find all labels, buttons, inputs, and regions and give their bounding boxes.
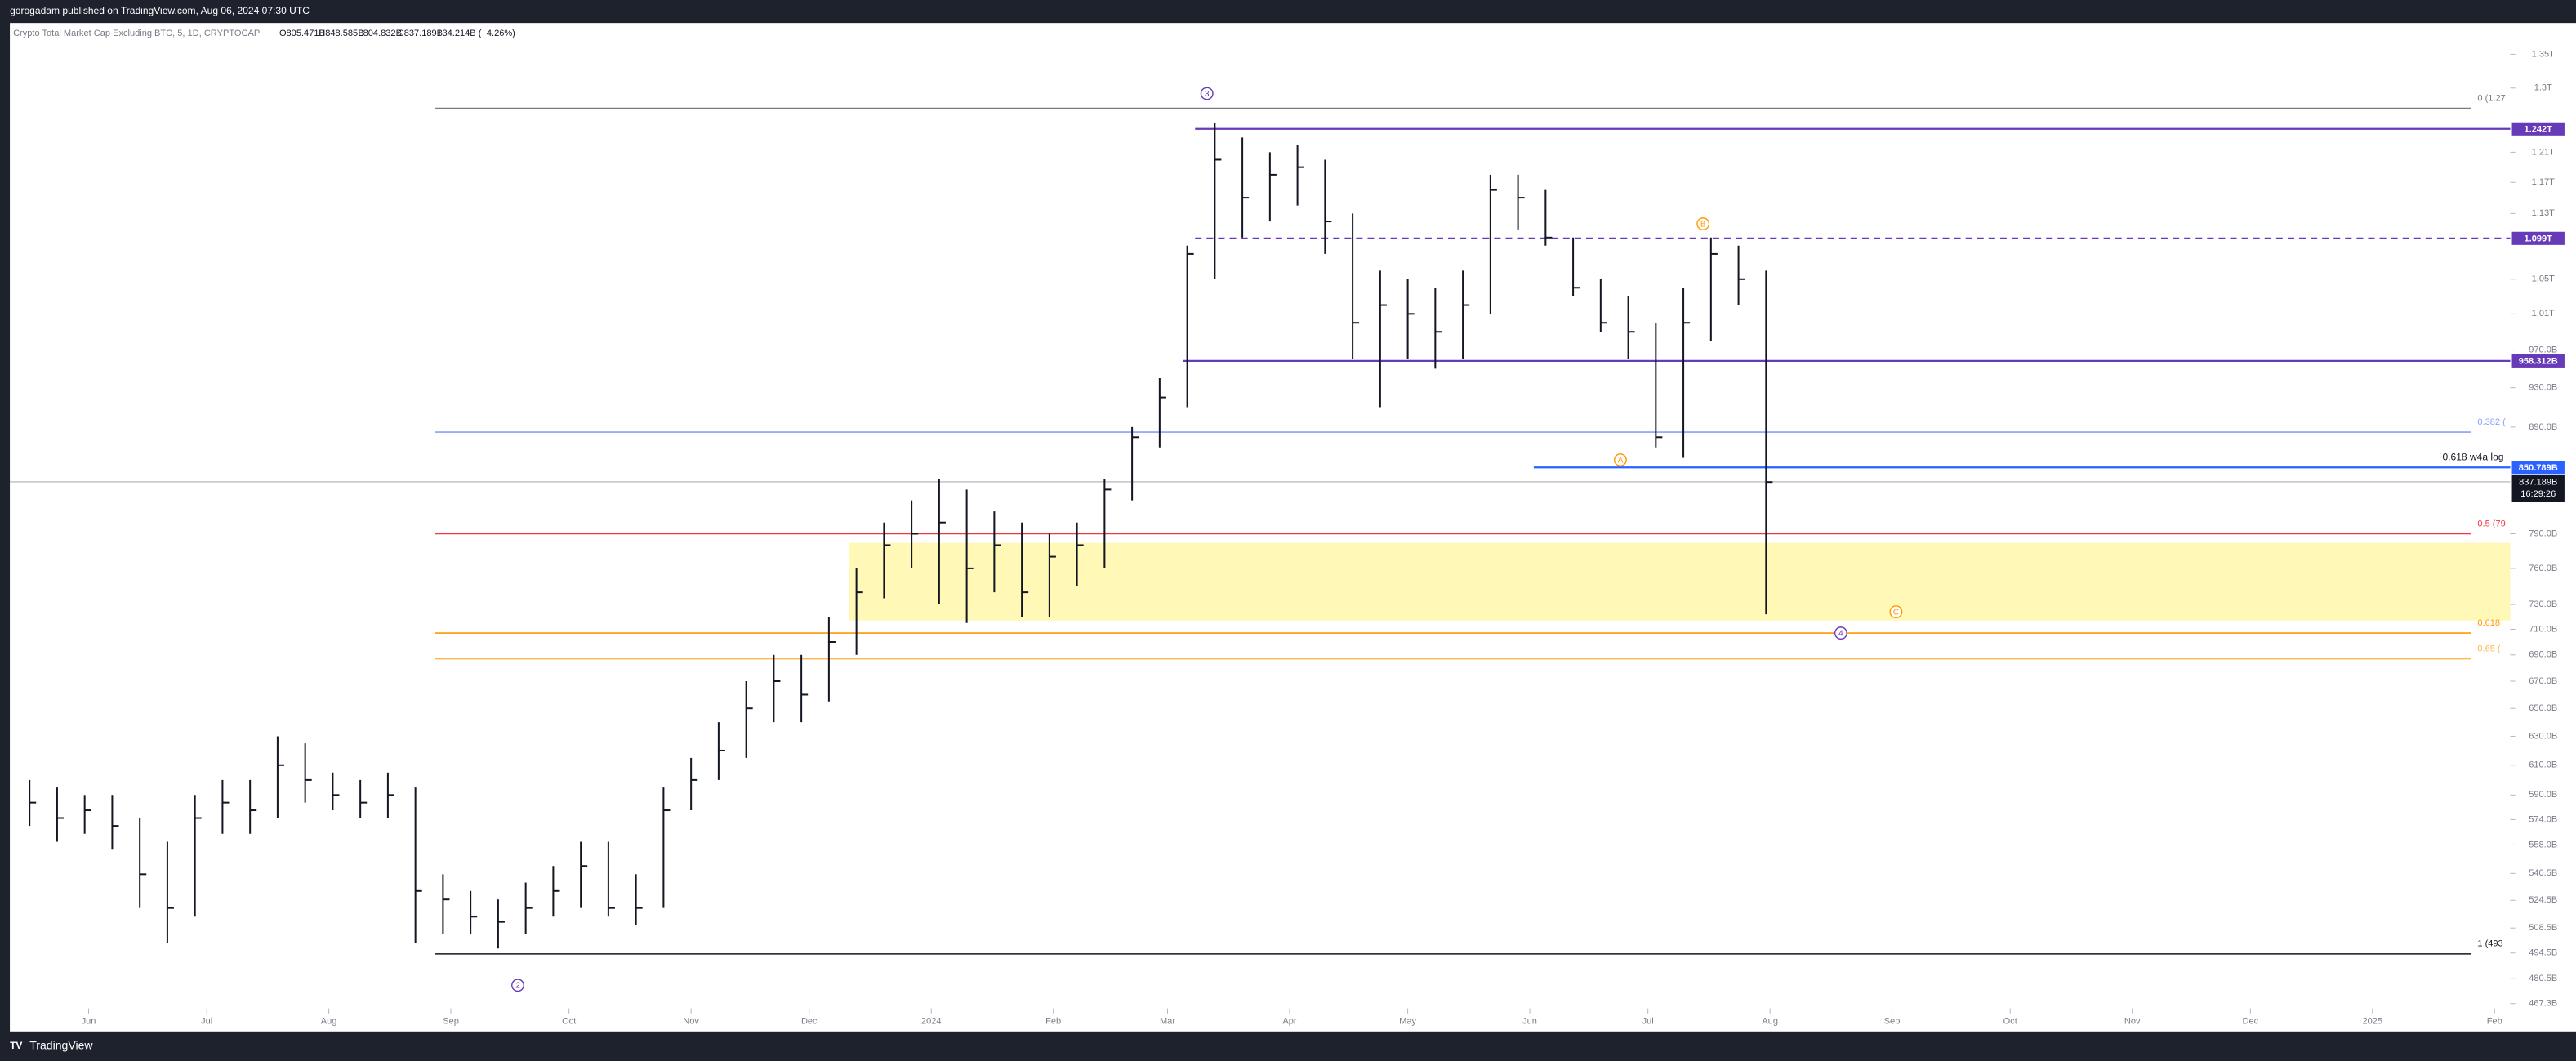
y-tick-label: 630.0B: [2529, 731, 2557, 741]
x-tick-label: Oct: [2003, 1017, 2017, 1027]
y-tick-label: 1.3T: [2534, 83, 2552, 93]
fib-label: 0.65 (: [2477, 644, 2501, 653]
wave-label: B: [1700, 220, 1706, 229]
x-tick-label: Sep: [443, 1017, 459, 1027]
ohlc-value: L804.832B: [359, 29, 402, 38]
y-tick-label: 524.5B: [2529, 895, 2557, 905]
brand-logo: TV: [10, 1040, 22, 1051]
x-tick-label: Dec: [801, 1017, 818, 1027]
brand: TradingView: [29, 1039, 93, 1052]
price-label-box: [2511, 461, 2565, 475]
wave-marker: [1696, 217, 1710, 230]
price-label-box: [2511, 354, 2565, 368]
y-tick-label: 670.0B: [2529, 676, 2557, 686]
y-tick-label: 1.13T: [2532, 208, 2556, 218]
wave-label: 4: [1838, 629, 1843, 638]
y-tick-label: 494.5B: [2529, 948, 2557, 958]
y-tick-label: 590.0B: [2529, 790, 2557, 800]
wave-marker: [1889, 605, 1903, 619]
y-tick-label: 1.21T: [2532, 147, 2556, 157]
price-label: 1.242T: [2525, 124, 2553, 134]
price-label: 850.789B: [2519, 463, 2558, 473]
symbol: Crypto Total Market Cap Excluding BTC, 5…: [13, 29, 260, 38]
y-tick-label: 508.5B: [2529, 923, 2557, 933]
x-tick-label: May: [1399, 1017, 1416, 1027]
last-price-label: 837.189B: [2519, 477, 2557, 487]
y-tick-label: 650.0B: [2529, 703, 2557, 713]
x-tick-label: 2025: [2363, 1017, 2383, 1027]
y-tick-label: 1.05T: [2532, 274, 2556, 284]
chart-area: [10, 23, 2576, 1032]
author-line: gorogadam published on TradingView.com, …: [10, 5, 310, 16]
y-tick-label: 890.0B: [2529, 422, 2557, 432]
x-tick-label: Nov: [2124, 1017, 2141, 1027]
wave-label: 3: [1205, 90, 1210, 99]
x-tick-label: Aug: [321, 1017, 337, 1027]
y-tick-label: 1.35T: [2532, 49, 2556, 59]
y-tick-label: 558.0B: [2529, 840, 2557, 849]
fib-label: 0.382 (: [2477, 417, 2506, 427]
x-tick-label: Dec: [2243, 1017, 2259, 1027]
y-tick-label: 710.0B: [2529, 624, 2557, 634]
x-tick-label: 2024: [921, 1017, 942, 1027]
y-tick-label: 970.0B: [2529, 345, 2557, 355]
y-tick-label: 574.0B: [2529, 814, 2557, 824]
countdown: 16:29:26: [2520, 489, 2556, 499]
wave-marker: [511, 979, 524, 992]
x-tick-label: Nov: [683, 1017, 699, 1027]
wave-marker: [1200, 87, 1214, 100]
y-tick-label: 480.5B: [2529, 974, 2557, 983]
ohlc-value: H848.585B: [319, 29, 363, 38]
x-tick-label: Mar: [1160, 1017, 1175, 1027]
y-tick-label: 690.0B: [2529, 650, 2557, 660]
y-tick-label: 930.0B: [2529, 383, 2557, 393]
wave-label: C: [1893, 608, 1899, 617]
ohlc-value: O805.471B: [279, 29, 325, 38]
wave-label: 2: [515, 982, 520, 991]
x-tick-label: Aug: [1762, 1017, 1778, 1027]
price-label: 958.312B: [2519, 356, 2558, 366]
y-tick-label: 610.0B: [2529, 760, 2557, 770]
y-tick-label: 790.0B: [2529, 528, 2557, 538]
fib-label: 0 (1.27: [2477, 93, 2505, 103]
price-label-box: [2511, 231, 2565, 245]
price-line-text: 0.618 w4a log: [2442, 451, 2503, 462]
wave-marker: [1834, 626, 1847, 640]
x-tick-label: Jul: [201, 1017, 212, 1027]
x-tick-label: Oct: [562, 1017, 576, 1027]
fib-label: 0.618: [2477, 618, 2500, 628]
fib-label: 0.5 (79: [2477, 519, 2505, 528]
wave-label: A: [1618, 456, 1624, 465]
wave-marker: [1614, 453, 1627, 466]
y-tick-label: 730.0B: [2529, 600, 2557, 609]
y-tick-label: 760.0B: [2529, 564, 2557, 573]
target-zone: [848, 542, 2511, 621]
x-tick-label: Feb: [1045, 1017, 1061, 1027]
y-tick-label: 540.5B: [2529, 868, 2557, 878]
x-tick-label: Jul: [1642, 1017, 1654, 1027]
x-tick-label: Apr: [1282, 1017, 1297, 1027]
y-tick-label: 1.01T: [2532, 309, 2556, 319]
x-tick-label: Sep: [1884, 1017, 1901, 1027]
x-tick-label: Jun: [1522, 1017, 1537, 1027]
price-label: 1.099T: [2525, 234, 2553, 243]
ohlc-value: C837.189B: [398, 29, 443, 38]
fib-label: 1 (493: [2477, 939, 2502, 949]
ohlc-value: +34.214B (+4.26%): [437, 29, 515, 38]
x-tick-label: Feb: [2487, 1017, 2502, 1027]
price-label-box: [2511, 122, 2565, 136]
x-tick-label: Jun: [82, 1017, 96, 1027]
last-price-box: [2511, 475, 2565, 502]
y-tick-label: 1.17T: [2532, 177, 2556, 187]
y-tick-label: 467.3B: [2529, 999, 2557, 1009]
